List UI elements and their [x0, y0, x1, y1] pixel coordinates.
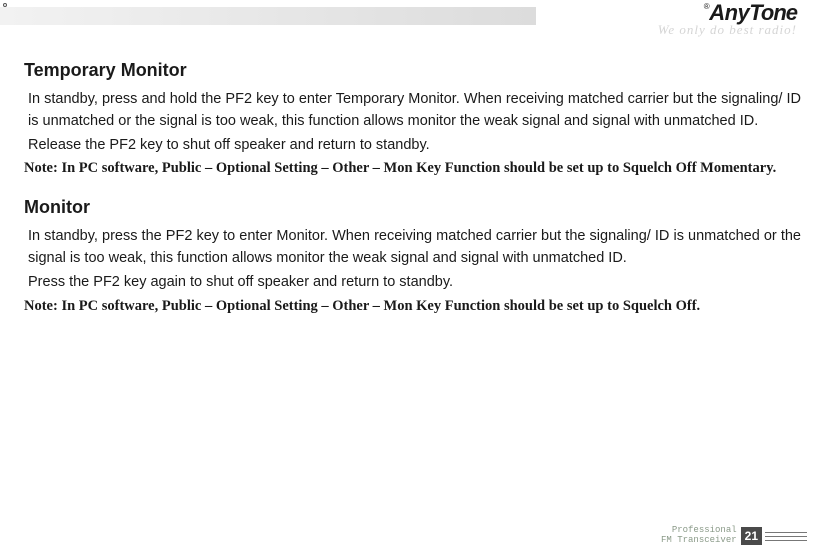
section-monitor: Monitor In standby, press the PF2 key to…	[24, 197, 801, 316]
footer-label: Professional FM Transceiver	[661, 526, 737, 546]
note: Note: In PC software, Public – Optional …	[24, 296, 801, 317]
footer-decor-lines	[765, 529, 807, 544]
note: Note: In PC software, Public – Optional …	[24, 158, 801, 179]
footer-line1: Professional	[672, 525, 737, 535]
brand-tagline: We only do best radio!	[658, 22, 797, 38]
page-content: Temporary Monitor In standby, press and …	[24, 60, 801, 317]
paragraph: Press the PF2 key again to shut off spea…	[24, 272, 801, 294]
section-title-temporary-monitor: Temporary Monitor	[24, 60, 801, 81]
paragraph: In standby, press the PF2 key to enter M…	[24, 226, 801, 270]
paragraph: Release the PF2 key to shut off speaker …	[24, 135, 801, 157]
footer-line2: FM Transceiver	[661, 535, 737, 545]
brand-block: ®AnyTone We only do best radio!	[658, 0, 797, 38]
page-number: 21	[741, 527, 762, 545]
paragraph: In standby, press and hold the PF2 key t…	[24, 89, 801, 133]
page-footer: Professional FM Transceiver 21	[661, 526, 807, 546]
section-title-monitor: Monitor	[24, 197, 801, 218]
